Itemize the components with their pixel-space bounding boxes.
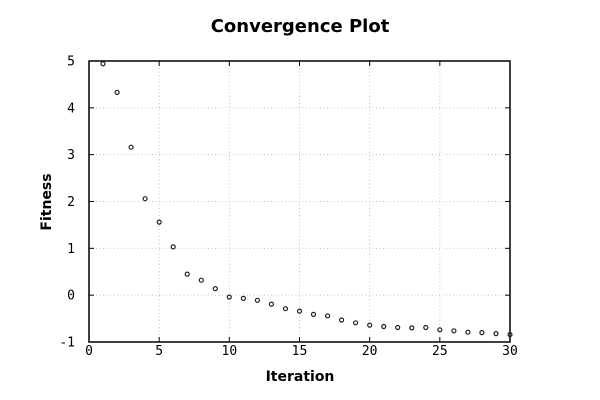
chart-title: Convergence Plot <box>210 16 390 37</box>
data-point <box>367 322 373 328</box>
data-point <box>507 331 513 338</box>
data-point <box>409 325 415 331</box>
data-point <box>437 327 443 333</box>
data-point <box>465 329 471 335</box>
y-tick-label: 0 <box>67 289 75 304</box>
data-point <box>240 295 246 301</box>
data-point <box>184 271 190 277</box>
y-tick-label: 3 <box>67 148 75 163</box>
data-point <box>254 297 260 303</box>
data-point <box>451 328 457 334</box>
y-tick-label: 4 <box>67 101 75 116</box>
data-point <box>310 311 317 317</box>
y-tick-label: 5 <box>67 55 75 70</box>
data-point <box>381 323 387 330</box>
data-point <box>395 324 401 331</box>
data-point <box>268 301 274 307</box>
data-point <box>479 330 485 336</box>
x-tick-label: 20 <box>362 344 378 359</box>
x-tick-label: 15 <box>292 344 308 359</box>
x-tick-label: 0 <box>85 344 93 359</box>
data-point <box>339 317 345 323</box>
data-point <box>493 331 499 337</box>
plot-border <box>88 60 511 343</box>
data-point <box>128 144 134 150</box>
data-point <box>142 196 148 202</box>
data-point <box>423 324 429 331</box>
x-tick-label: 25 <box>432 344 448 359</box>
data-point <box>296 308 303 314</box>
data-point <box>100 61 106 67</box>
data-point <box>198 277 204 283</box>
data-point <box>325 313 331 319</box>
y-tick-label: 1 <box>67 242 75 257</box>
x-axis-label: Iteration <box>265 369 335 385</box>
x-tick-label: 10 <box>222 344 238 359</box>
data-point <box>282 306 289 312</box>
data-point <box>170 244 176 250</box>
x-tick-label: 30 <box>502 344 518 359</box>
data-point <box>353 320 359 326</box>
x-tick-label: 5 <box>155 344 163 359</box>
data-point <box>212 286 218 292</box>
data-point <box>114 89 120 96</box>
y-tick-label: 2 <box>67 195 75 210</box>
data-point <box>156 219 162 225</box>
data-point <box>226 294 232 300</box>
y-tick-label: -1 <box>59 336 75 351</box>
